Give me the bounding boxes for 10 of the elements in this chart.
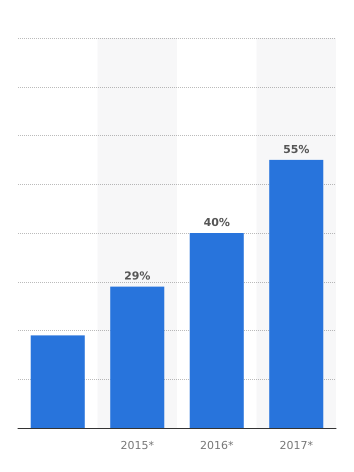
- x-tick-label: 2017*: [280, 439, 314, 452]
- bar: [269, 160, 324, 428]
- bar: [30, 335, 85, 428]
- bar: [110, 286, 164, 428]
- data-label: 55%: [283, 142, 310, 156]
- x-tick-label: 2015*: [120, 439, 154, 452]
- data-label: 40%: [204, 216, 230, 229]
- data-label: 29%: [124, 270, 150, 283]
- x-tick-label: 2016*: [200, 439, 234, 452]
- bar: [190, 233, 244, 428]
